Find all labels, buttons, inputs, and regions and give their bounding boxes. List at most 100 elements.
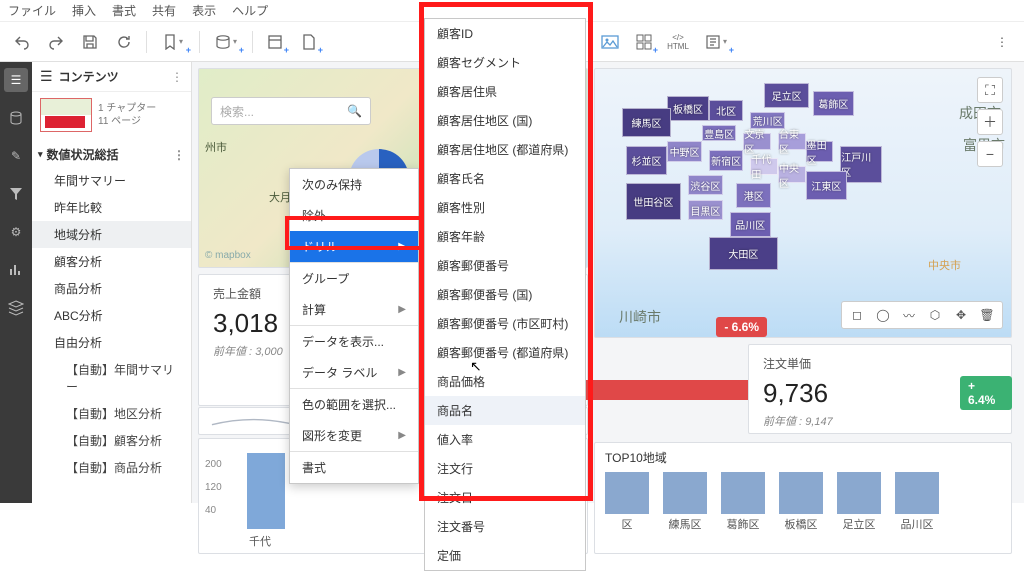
- rail-layers-icon[interactable]: [4, 296, 28, 320]
- sidebar-item-6[interactable]: 自由分析: [32, 329, 191, 356]
- bar[interactable]: [663, 472, 707, 514]
- ward-足立区[interactable]: 足立区: [764, 83, 809, 108]
- ward-江東区[interactable]: 江東区: [806, 171, 848, 200]
- drill-field-item[interactable]: 顧客性別: [425, 193, 585, 222]
- trash-icon[interactable]: 🗑: [976, 304, 998, 326]
- bar[interactable]: [895, 472, 939, 514]
- ward-渋谷区[interactable]: 渋谷区: [688, 175, 723, 196]
- map-right-panel[interactable]: ⋮ 足立区葛飾区荒川区北区板橋区練馬区豊島区文京区台東区墨田区江戸川区中野区新宿…: [594, 68, 1012, 338]
- ward-千代田[interactable]: 千代田: [750, 158, 778, 175]
- ctx-item[interactable]: 次のみ保持: [290, 169, 418, 200]
- pan-icon[interactable]: ✥: [950, 304, 972, 326]
- ward-北区[interactable]: 北区: [709, 100, 744, 121]
- menu-format[interactable]: 書式: [112, 2, 136, 19]
- ward-葛飾区[interactable]: 葛飾区: [813, 91, 855, 116]
- bookmark-button[interactable]: +▾: [153, 27, 193, 57]
- ward-板橋区[interactable]: 板橋区: [667, 96, 709, 121]
- rail-edit-icon[interactable]: ✎: [4, 144, 28, 168]
- sidebar-item-5[interactable]: ABC分析: [32, 302, 191, 329]
- select-rect-icon[interactable]: ◻: [846, 304, 868, 326]
- html-button[interactable]: </>HTML: [662, 27, 694, 57]
- ward-中野区[interactable]: 中野区: [667, 141, 702, 162]
- drill-field-item[interactable]: 顧客郵便番号: [425, 251, 585, 280]
- bar[interactable]: [837, 472, 881, 514]
- select-circle-icon[interactable]: ◯: [872, 304, 894, 326]
- ctx-item[interactable]: 計算▶: [290, 294, 418, 325]
- page-thumbnail[interactable]: [40, 98, 92, 132]
- ctx-item[interactable]: データを表示...: [290, 325, 418, 357]
- drill-field-item[interactable]: 顧客セグメント: [425, 48, 585, 77]
- sidebar-item-3[interactable]: 顧客分析: [32, 248, 191, 275]
- sidebar-item-1[interactable]: 昨年比較: [32, 194, 191, 221]
- section-button[interactable]: +▾: [696, 27, 736, 57]
- zoom-in-button[interactable]: ＋: [977, 109, 1003, 135]
- map-search-input[interactable]: 検索... 🔍: [211, 97, 371, 125]
- drill-field-item[interactable]: 顧客氏名: [425, 164, 585, 193]
- ward-練馬区[interactable]: 練馬区: [622, 108, 670, 137]
- sidebar-subitem-3[interactable]: 【自動】商品分析: [32, 454, 191, 481]
- sidebar-item-2[interactable]: 地域分析: [32, 221, 191, 248]
- ward-大田区[interactable]: 大田区: [709, 237, 778, 270]
- drill-field-item[interactable]: 顧客郵便番号 (国): [425, 280, 585, 309]
- menu-view[interactable]: 表示: [192, 2, 216, 19]
- drill-field-item[interactable]: 商品名: [425, 396, 585, 425]
- sidebar-item-0[interactable]: 年間サマリー: [32, 167, 191, 194]
- ctx-item[interactable]: データ ラベル▶: [290, 357, 418, 388]
- bar[interactable]: [605, 472, 649, 514]
- sidebar-subitem-2[interactable]: 【自動】顧客分析: [32, 427, 191, 454]
- ctx-item[interactable]: 色の範囲を選択...: [290, 388, 418, 420]
- ward-文京区[interactable]: 文京区: [743, 133, 771, 150]
- rail-chart-icon[interactable]: [4, 258, 28, 282]
- drill-field-item[interactable]: 顧客郵便番号 (市区町村): [425, 309, 585, 338]
- bar[interactable]: [247, 453, 285, 529]
- ward-港区[interactable]: 港区: [736, 183, 771, 208]
- ward-目黒区[interactable]: 目黒区: [688, 200, 723, 221]
- rail-contents-icon[interactable]: ☰: [4, 68, 28, 92]
- add-panel-button[interactable]: +: [259, 27, 291, 57]
- menu-share[interactable]: 共有: [152, 2, 176, 19]
- add-page-button[interactable]: +: [293, 27, 325, 57]
- toolbar-more-button[interactable]: ⋮: [986, 27, 1018, 57]
- rail-data-icon[interactable]: [4, 106, 28, 130]
- ward-新宿区[interactable]: 新宿区: [709, 150, 744, 171]
- sidebar-subitem-0[interactable]: 【自動】年間サマリー: [32, 356, 191, 400]
- ctx-item[interactable]: ドリル▶: [290, 231, 418, 262]
- fullscreen-button[interactable]: ⛶: [977, 77, 1003, 103]
- ctx-item[interactable]: 書式: [290, 451, 418, 483]
- sidebar-item-4[interactable]: 商品分析: [32, 275, 191, 302]
- image-button[interactable]: [594, 27, 626, 57]
- select-lasso-icon[interactable]: 〰: [898, 304, 920, 326]
- menu-help[interactable]: ヘルプ: [232, 2, 268, 19]
- drill-field-item[interactable]: 注文番号: [425, 512, 585, 541]
- choropleth-map[interactable]: 足立区葛飾区荒川区北区板橋区練馬区豊島区文京区台東区墨田区江戸川区中野区新宿区千…: [605, 79, 951, 287]
- redo-button[interactable]: [40, 27, 72, 57]
- ctx-item[interactable]: 図形を変更▶: [290, 420, 418, 451]
- save-button[interactable]: [74, 27, 106, 57]
- ward-豊島区[interactable]: 豊島区: [702, 125, 737, 142]
- bar[interactable]: [779, 472, 823, 514]
- menu-insert[interactable]: 挿入: [72, 2, 96, 19]
- ctx-item[interactable]: 除外: [290, 200, 418, 231]
- ward-世田谷区[interactable]: 世田谷区: [626, 183, 681, 220]
- widget-button[interactable]: +: [628, 27, 660, 57]
- undo-button[interactable]: [6, 27, 38, 57]
- ward-中央区[interactable]: 中央区: [778, 166, 806, 183]
- tree-section-header[interactable]: ▾数値状況総括⋮: [32, 142, 191, 167]
- drill-field-item[interactable]: 顧客郵便番号 (都道府県): [425, 338, 585, 367]
- sidebar-subitem-1[interactable]: 【自動】地区分析: [32, 400, 191, 427]
- ward-墨田区[interactable]: 墨田区: [806, 141, 834, 162]
- bar[interactable]: [721, 472, 765, 514]
- refresh-button[interactable]: [108, 27, 140, 57]
- drill-field-item[interactable]: 顧客居住県: [425, 77, 585, 106]
- sidebar-more-button[interactable]: ⋮: [171, 70, 183, 84]
- ward-杉並区[interactable]: 杉並区: [626, 146, 668, 175]
- drill-field-item[interactable]: 注文日: [425, 483, 585, 512]
- drill-field-item[interactable]: 顧客ID: [425, 19, 585, 48]
- drill-field-item[interactable]: 定価: [425, 541, 585, 570]
- dataset-button[interactable]: +▾: [206, 27, 246, 57]
- drill-field-item[interactable]: 値入率: [425, 425, 585, 454]
- ctx-item[interactable]: グループ: [290, 262, 418, 294]
- ward-品川区[interactable]: 品川区: [730, 212, 772, 237]
- rail-settings-icon[interactable]: ⚙: [4, 220, 28, 244]
- ward-台東区[interactable]: 台東区: [778, 133, 806, 150]
